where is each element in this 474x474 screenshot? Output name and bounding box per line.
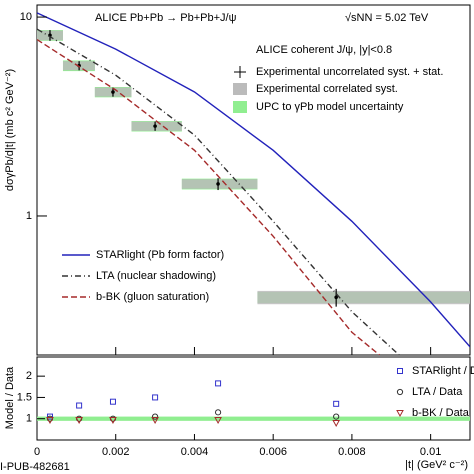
ratio-marker [215, 380, 222, 387]
energy: √sNN = 5.02 TeV [345, 12, 429, 24]
model-curve [37, 39, 380, 355]
legend-label: LTA / Data [412, 386, 463, 398]
data-point [334, 295, 338, 300]
top-plot [37, 12, 470, 355]
legend-label: LTA (nuclear shadowing) [96, 270, 216, 282]
syst-box [257, 290, 470, 305]
y-tick-label: 1.5 [17, 391, 32, 403]
subtitle: ALICE coherent J/ψ, |y|<0.8 [256, 44, 392, 56]
ratio-marker [75, 416, 83, 425]
ratio-marker [76, 402, 83, 409]
legend-box [233, 83, 247, 95]
x-tick-label: 0 [34, 446, 40, 458]
legend-label: UPC to γPb model uncertainty [256, 101, 404, 113]
chart-title: ALICE Pb+Pb → Pb+Pb+J/ψ [95, 12, 237, 24]
y-tick-label: 1 [26, 210, 32, 222]
y-tick-label: 10 [20, 11, 32, 23]
y-tick-label: 2 [26, 370, 32, 382]
legend-label: Experimental correlated syst. [256, 83, 398, 95]
legend-label: STARlight / Data [412, 365, 474, 377]
x-axis-title: |t| (GeV² c⁻²) [405, 459, 468, 471]
legend-label: Experimental uncorrelated syst. + stat. [256, 66, 443, 78]
ratio-band [37, 416, 470, 421]
model-curve [37, 12, 470, 348]
bottom-plot [37, 380, 470, 428]
x-tick-label: 0.006 [259, 446, 287, 458]
x-tick-label: 0.002 [102, 446, 130, 458]
bottom-frame [36, 356, 471, 441]
ratio-marker [151, 416, 159, 425]
ratio-marker [151, 413, 159, 420]
ratio-marker [332, 419, 341, 428]
ratio-marker [214, 409, 222, 416]
legend-label: b-BK (gluon saturation) [96, 291, 209, 303]
ratio-marker [333, 413, 340, 420]
top-frame [36, 4, 471, 356]
ratio-marker [109, 416, 117, 425]
x-tick-label: 0.008 [338, 446, 366, 458]
legend-label: b-BK / Data [412, 407, 470, 419]
ratio-marker [109, 398, 116, 405]
legend-box [233, 101, 247, 113]
ratio-marker [333, 400, 340, 407]
data-point [153, 124, 157, 128]
ratio-marker [214, 416, 222, 425]
data-point [216, 182, 220, 186]
ratio-marker [46, 413, 53, 420]
ratio-marker [396, 388, 404, 396]
ratio-marker [396, 410, 404, 418]
ratio-marker [46, 416, 54, 425]
y-tick-label: 1 [26, 413, 32, 425]
legends: STARlight (Pb form factor) LTA (nuclear s… [62, 66, 474, 419]
ratio-marker [397, 368, 403, 374]
x-tick-label: 0.01 [420, 446, 441, 458]
ratio-marker [152, 394, 159, 401]
y-axis-title: dσγPb/d|t| (mb c² GeV⁻²) [4, 69, 16, 191]
legend-label: STARlight (Pb form factor) [96, 249, 224, 261]
x-tick-label: 0.004 [181, 446, 209, 458]
model-curve [37, 28, 400, 355]
watermark: I-PUB-482681 [0, 461, 70, 473]
data-point [111, 90, 115, 94]
ratio-axis-title: Model / Data [4, 366, 16, 429]
